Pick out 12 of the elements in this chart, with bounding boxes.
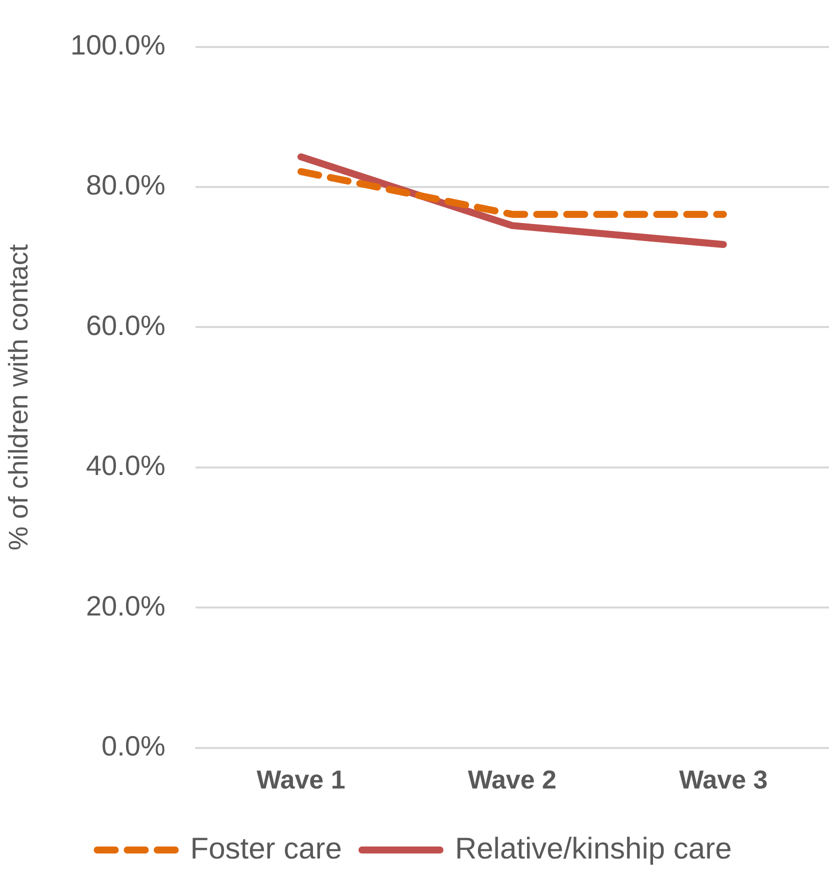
x-tick-label: Wave 2 xyxy=(468,764,557,795)
y-tick-label: 60.0% xyxy=(86,310,166,341)
y-tick-label: 40.0% xyxy=(86,450,166,482)
y-tick-label: 80.0% xyxy=(86,170,166,201)
y-axis-title: % of children with contact xyxy=(4,244,34,550)
legend-label: Foster care xyxy=(190,832,342,866)
y-tick-label: 100.0% xyxy=(70,30,166,61)
x-tick-label: Wave 3 xyxy=(679,764,768,795)
x-tick-label: Wave 1 xyxy=(256,764,346,795)
y-tick-label: 0.0% xyxy=(102,730,166,762)
legend-label: Relative/kinship care xyxy=(454,832,732,866)
y-tick-label: 20.0% xyxy=(86,590,166,622)
